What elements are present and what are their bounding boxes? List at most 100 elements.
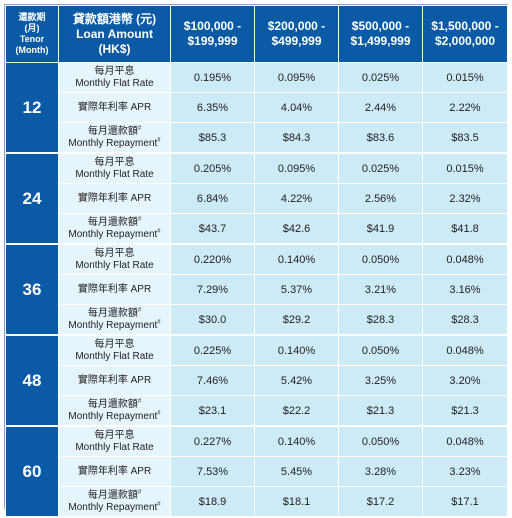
flat-rate-row: 48 每月平息 Monthly Flat Rate 0.225% 0.140% 0… xyxy=(5,334,508,427)
apr-value: 4.04% xyxy=(254,92,339,123)
flat-rate-value: 0.095% xyxy=(254,152,339,184)
flat-rate-value: 0.025% xyxy=(338,62,423,93)
loan-amount-header: 貸款額港幣 (元) Loan Amount (HK$) xyxy=(58,5,171,63)
tenor-header-en: Tenor xyxy=(19,34,45,44)
tenor-header: 還款期 (月) Tenor (Month) xyxy=(5,5,59,63)
loan-amount-header-en: Loan Amount (HK$) xyxy=(76,26,153,56)
amount-range-header: $200,000 - $499,999 xyxy=(254,5,339,63)
amount-range-from: $500,000 - xyxy=(351,19,410,33)
apr-row: 實際年利率 APR 7.46% 5.42% 3.25% 3.20% xyxy=(6,365,508,396)
amount-range-header: $1,500,000 - $2,000,000 xyxy=(422,5,508,63)
amount-range-to: $1,499,999 xyxy=(350,34,411,48)
flat-rate-label: 每月平息 Monthly Flat Rate xyxy=(58,152,171,184)
apr-value: 3.20% xyxy=(422,365,508,396)
header-row: 還款期 (月) Tenor (Month) 貸款額港幣 (元) Loan Amo… xyxy=(5,5,508,63)
apr-value: 3.21% xyxy=(338,274,423,305)
repayment-value: $18.1 xyxy=(254,486,339,518)
repayment-value: $28.3 xyxy=(422,304,508,336)
loan-rate-table: 還款期 (月) Tenor (Month) 貸款額港幣 (元) Loan Amo… xyxy=(5,5,508,518)
flat-rate-row: 60 每月平息 Monthly Flat Rate 0.227% 0.140% 0… xyxy=(5,425,508,518)
apr-label: 實際年利率 APR xyxy=(58,456,171,487)
repayment-value: $28.3 xyxy=(338,304,423,336)
amount-range-header: $500,000 - $1,499,999 xyxy=(338,5,423,63)
apr-value: 2.56% xyxy=(338,183,423,214)
repayment-value: $29.2 xyxy=(254,304,339,336)
flat-rate-value: 0.050% xyxy=(338,243,423,275)
flat-rate-value: 0.050% xyxy=(338,425,423,457)
flat-rate-value: 0.220% xyxy=(170,243,255,275)
apr-value: 7.46% xyxy=(170,365,255,396)
tenor-cell: 48 xyxy=(5,334,59,427)
apr-value: 2.32% xyxy=(422,183,508,214)
repayment-row: 每月還款額# Monthly Repayment# $30.0 $29.2 $28… xyxy=(6,304,508,336)
amount-range-from: $100,000 - xyxy=(183,19,242,33)
flat-rate-value: 0.025% xyxy=(338,152,423,184)
apr-value: 3.16% xyxy=(422,274,508,305)
flat-rate-value: 0.015% xyxy=(422,152,508,184)
repayment-value: $43.7 xyxy=(170,213,255,245)
apr-label: 實際年利率 APR xyxy=(58,183,171,214)
apr-label: 實際年利率 APR xyxy=(58,365,171,396)
apr-value: 5.45% xyxy=(254,456,339,487)
repayment-value: $41.8 xyxy=(422,213,508,245)
repayment-row: 每月還款額# Monthly Repayment# $85.3 $84.3 $83… xyxy=(6,122,508,154)
apr-row: 實際年利率 APR 6.35% 4.04% 2.44% 2.22% xyxy=(6,92,508,123)
flat-rate-value: 0.227% xyxy=(170,425,255,457)
repayment-label: 每月還款額# Monthly Repayment# xyxy=(58,304,171,336)
flat-rate-value: 0.015% xyxy=(422,62,508,93)
repayment-label: 每月還款額# Monthly Repayment# xyxy=(58,122,171,154)
flat-rate-value: 0.225% xyxy=(170,334,255,366)
flat-rate-label: 每月平息 Monthly Flat Rate xyxy=(58,425,171,457)
repayment-value: $42.6 xyxy=(254,213,339,245)
repayment-value: $85.3 xyxy=(170,122,255,154)
repayment-label: 每月還款額# Monthly Repayment# xyxy=(58,213,171,245)
repayment-value: $84.3 xyxy=(254,122,339,154)
flat-rate-label: 每月平息 Monthly Flat Rate xyxy=(58,243,171,275)
tenor-cell: 60 xyxy=(5,425,59,518)
amount-range-to: $2,000,000 xyxy=(434,34,496,48)
apr-value: 6.35% xyxy=(170,92,255,123)
tenor-header-unit-en: (Month) xyxy=(15,45,49,55)
flat-rate-value: 0.048% xyxy=(422,425,508,457)
apr-value: 6.84% xyxy=(170,183,255,214)
flat-rate-value: 0.050% xyxy=(338,334,423,366)
repayment-label: 每月還款額# Monthly Repayment# xyxy=(58,395,171,427)
apr-value: 5.37% xyxy=(254,274,339,305)
repayment-row: 每月還款額# Monthly Repayment# $18.9 $18.1 $17… xyxy=(6,486,508,518)
amount-range-to: $499,999 xyxy=(271,34,322,48)
repayment-value: $41.9 xyxy=(338,213,423,245)
repayment-value: $83.6 xyxy=(338,122,423,154)
tenor-cell: 24 xyxy=(5,152,59,245)
flat-rate-row: 36 每月平息 Monthly Flat Rate 0.220% 0.140% 0… xyxy=(5,243,508,336)
flat-rate-value: 0.048% xyxy=(422,334,508,366)
flat-rate-label: 每月平息 Monthly Flat Rate xyxy=(58,334,171,366)
flat-rate-row: 24 每月平息 Monthly Flat Rate 0.205% 0.095% 0… xyxy=(5,152,508,245)
flat-rate-value: 0.140% xyxy=(254,334,339,366)
apr-value: 3.23% xyxy=(422,456,508,487)
flat-rate-value: 0.195% xyxy=(170,62,255,93)
apr-value: 2.44% xyxy=(338,92,423,123)
repayment-label: 每月還款額# Monthly Repayment# xyxy=(58,486,171,518)
amount-range-from: $200,000 - xyxy=(267,19,326,33)
repayment-row: 每月還款額# Monthly Repayment# $43.7 $42.6 $41… xyxy=(6,213,508,245)
tenor-header-unit-zh: (月) xyxy=(24,23,40,33)
apr-value: 7.29% xyxy=(170,274,255,305)
apr-row: 實際年利率 APR 7.29% 5.37% 3.21% 3.16% xyxy=(6,274,508,305)
flat-rate-value: 0.048% xyxy=(422,243,508,275)
tenor-header-zh: 還款期 xyxy=(18,12,46,22)
apr-value: 5.42% xyxy=(254,365,339,396)
flat-rate-row: 12 每月平息 Monthly Flat Rate 0.195% 0.095% 0… xyxy=(5,62,508,154)
flat-rate-value: 0.205% xyxy=(170,152,255,184)
repayment-value: $21.3 xyxy=(338,395,423,427)
amount-range-header: $100,000 - $199,999 xyxy=(170,5,255,63)
flat-rate-value: 0.140% xyxy=(254,243,339,275)
apr-row: 實際年利率 APR 7.53% 5.45% 3.28% 3.23% xyxy=(6,456,508,487)
repayment-value: $18.9 xyxy=(170,486,255,518)
flat-rate-label: 每月平息 Monthly Flat Rate xyxy=(58,62,171,93)
loan-rate-table-frame: 還款期 (月) Tenor (Month) 貸款額港幣 (元) Loan Amo… xyxy=(4,4,508,518)
apr-label: 實際年利率 APR xyxy=(58,274,171,305)
flat-rate-value: 0.140% xyxy=(254,425,339,457)
apr-value: 7.53% xyxy=(170,456,255,487)
apr-value: 2.22% xyxy=(422,92,508,123)
repayment-value: $21.3 xyxy=(422,395,508,427)
